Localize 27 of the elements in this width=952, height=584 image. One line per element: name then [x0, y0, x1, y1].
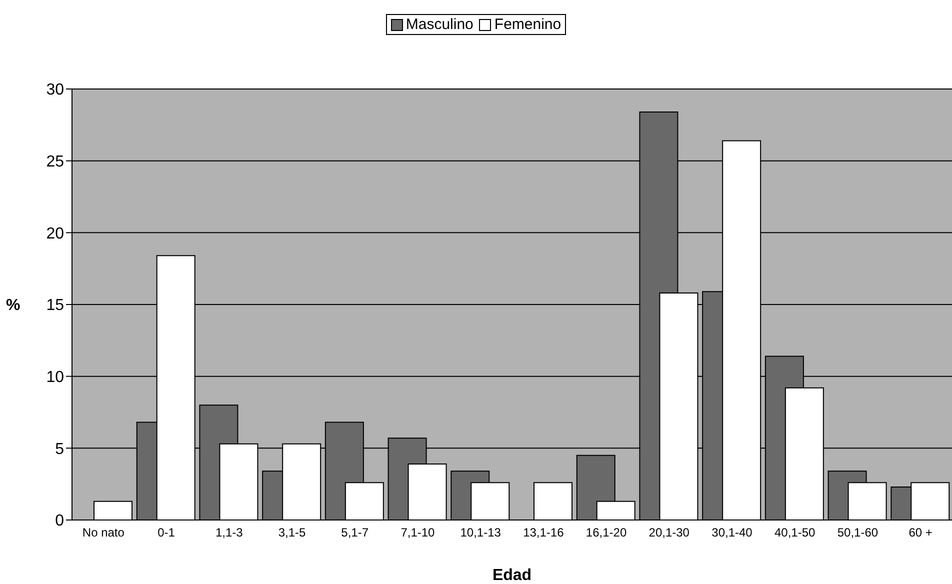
bar: [94, 500, 132, 520]
bar: [534, 482, 572, 520]
x-tick-label: 50,1-60: [837, 526, 878, 540]
x-tick-label: 13,1-16: [523, 526, 564, 540]
x-tick-label: 5,1-7: [341, 526, 369, 540]
y-tick-label: 25: [46, 154, 64, 171]
y-tick-label: 5: [55, 440, 64, 458]
y-tick-label: 30: [46, 82, 64, 99]
y-tick-label: 0: [55, 512, 64, 530]
x-tick-label: 20,1-30: [648, 526, 690, 540]
x-axis-title: Edad: [492, 567, 532, 584]
x-tick-label: 40,1-50: [774, 526, 816, 540]
y-axis-title: %: [6, 297, 20, 314]
x-tick-label: 16,1-20: [586, 526, 627, 540]
x-tick-label: No nato: [82, 526, 125, 540]
x-tick-label: 10,1-13: [460, 526, 502, 540]
x-tick-label: 3,1-5: [278, 526, 306, 540]
y-tick-label: 15: [46, 297, 64, 314]
y-tick-label: 10: [46, 369, 64, 386]
x-tick-label: 60 +: [908, 526, 932, 540]
x-tick-label: 30,1-40: [712, 526, 753, 540]
legend-label: Masculino: [404, 16, 474, 33]
x-tick-label: 1,1-3: [215, 526, 244, 540]
x-tick-label: 0-1: [158, 526, 176, 540]
legend-label: Femenino: [493, 16, 562, 33]
y-tick-label: 20: [46, 225, 64, 242]
x-tick-label: 7,1-10: [400, 526, 436, 540]
